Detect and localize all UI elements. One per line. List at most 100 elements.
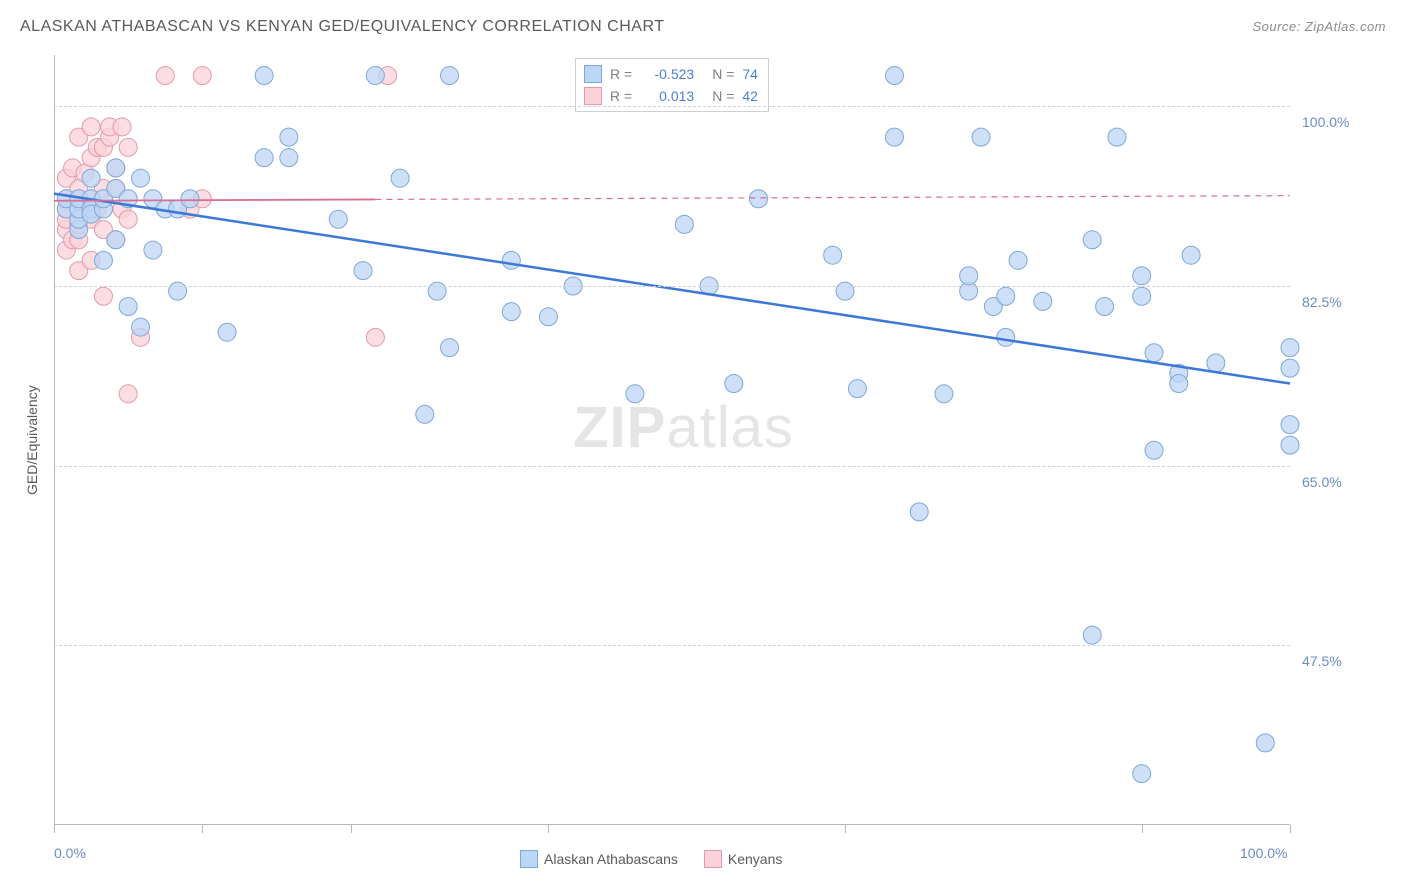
legend-swatch [520,850,538,868]
x-tick [1142,825,1143,833]
kenyan-point [119,210,137,228]
legend-swatch [704,850,722,868]
alaskan-point [675,215,693,233]
alaskan-point [329,210,347,228]
alaskan-point [960,267,978,285]
x-tick [1290,825,1291,833]
alaskan-point [935,385,953,403]
alaskan-point [280,128,298,146]
alaskan-point [885,128,903,146]
x-tick [54,825,55,833]
kenyan-point [119,138,137,156]
legend-n-prefix: N = [712,63,734,85]
alaskan-point [255,149,273,167]
alaskan-point [218,323,236,341]
alaskan-point [82,169,100,187]
alaskan-point [1281,359,1299,377]
alaskan-point [972,128,990,146]
alaskan-point [107,159,125,177]
x-tick [351,825,352,833]
y-tick-label: 47.5% [1302,653,1342,669]
alaskan-point [502,251,520,269]
alaskan-point [107,231,125,249]
alaskan-point [750,190,768,208]
alaskan-point [416,405,434,423]
legend-label: Kenyans [728,851,782,867]
kenyan-point [193,67,211,85]
x-axis-min-label: 0.0% [54,845,86,861]
alaskan-point [725,375,743,393]
gridline [54,286,1290,287]
alaskan-point [1170,375,1188,393]
legend-item-alaskan: Alaskan Athabascans [520,850,678,868]
legend-n-prefix: N = [712,85,734,107]
legend-label: Alaskan Athabascans [544,851,678,867]
correlation-legend: R = -0.523 N = 74 R = 0.013 N = 42 [575,58,769,112]
alaskan-point [280,149,298,167]
legend-item-kenyan: Kenyans [704,850,782,868]
alaskan-point [391,169,409,187]
x-tick [548,825,549,833]
alaskan-point [502,303,520,321]
alaskan-point [1281,339,1299,357]
kenyan-point [366,328,384,346]
x-tick [202,825,203,833]
alaskan-point [354,262,372,280]
scatter-plot [0,0,1406,892]
legend-row-kenyan: R = 0.013 N = 42 [584,85,758,107]
kenyan-trendline-dashed [375,196,1290,200]
alaskan-point [1256,734,1274,752]
legend-n-value: 42 [742,85,758,107]
alaskan-point [255,67,273,85]
alaskan-point [181,190,199,208]
alaskan-point [1009,251,1027,269]
alaskan-point [1096,298,1114,316]
alaskan-point [848,380,866,398]
alaskan-point [366,67,384,85]
gridline [54,645,1290,646]
alaskan-point [885,67,903,85]
alaskan-point [1133,765,1151,783]
alaskan-point [1281,416,1299,434]
alaskan-point [1108,128,1126,146]
alaskan-point [1145,344,1163,362]
alaskan-point [910,503,928,521]
y-tick-label: 65.0% [1302,474,1342,490]
kenyan-point [113,118,131,136]
alaskan-point [1207,354,1225,372]
alaskan-point [836,282,854,300]
alaskan-point [824,246,842,264]
gridline [54,106,1290,107]
alaskan-point [1083,626,1101,644]
alaskan-point [132,318,150,336]
legend-r-prefix: R = [610,85,632,107]
legend-r-value: 0.013 [640,85,694,107]
alaskan-point [997,328,1015,346]
kenyan-point [94,287,112,305]
alaskan-point [94,251,112,269]
legend-n-value: 74 [742,63,758,85]
alaskan-point [441,67,459,85]
alaskan-point [169,282,187,300]
alaskan-point [626,385,644,403]
legend-row-alaskan: R = -0.523 N = 74 [584,63,758,85]
x-tick [845,825,846,833]
legend-r-value: -0.523 [640,63,694,85]
legend-swatch [584,87,602,105]
alaskan-point [1145,441,1163,459]
alaskan-point [1182,246,1200,264]
kenyan-point [82,118,100,136]
alaskan-point [1083,231,1101,249]
alaskan-point [144,241,162,259]
alaskan-point [132,169,150,187]
x-axis-max-label: 100.0% [1240,845,1287,861]
alaskan-point [441,339,459,357]
y-tick-label: 100.0% [1302,114,1349,130]
kenyan-point [119,385,137,403]
alaskan-point [428,282,446,300]
alaskan-point [1281,436,1299,454]
alaskan-trendline [54,194,1290,384]
legend-r-prefix: R = [610,63,632,85]
series-legend: Alaskan Athabascans Kenyans [520,850,782,868]
y-tick-label: 82.5% [1302,294,1342,310]
